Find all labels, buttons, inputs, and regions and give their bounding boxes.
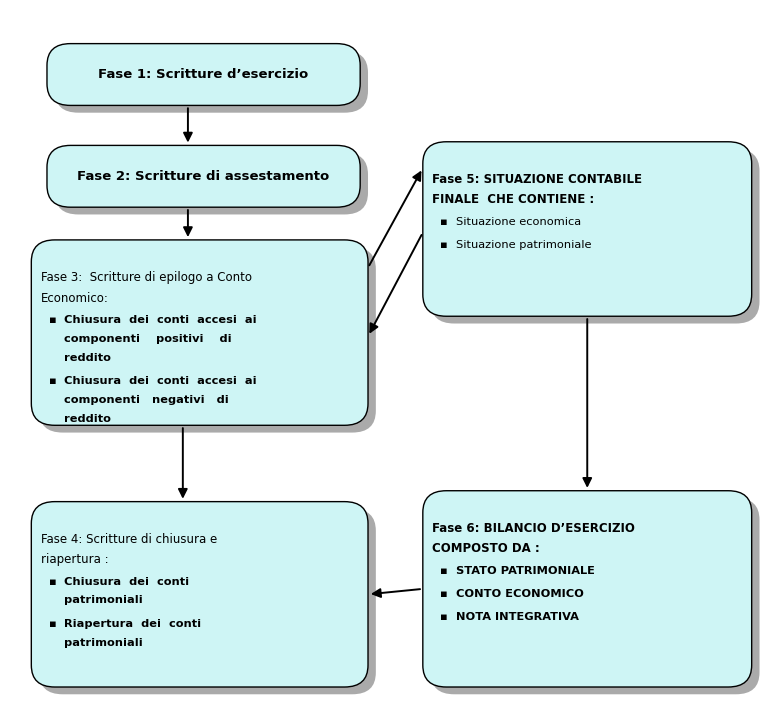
FancyBboxPatch shape [423,142,752,316]
Text: patrimoniali: patrimoniali [64,595,143,606]
Text: COMPOSTO DA :: COMPOSTO DA : [432,542,540,555]
FancyBboxPatch shape [55,153,368,214]
Text: patrimoniali: patrimoniali [64,638,143,648]
Text: FINALE  CHE CONTIENE :: FINALE CHE CONTIENE : [432,193,594,206]
Text: ▪: ▪ [440,240,448,250]
Text: Chiusura  dei  conti: Chiusura dei conti [64,577,189,587]
FancyBboxPatch shape [55,51,368,113]
FancyBboxPatch shape [431,149,760,324]
Text: Economico:: Economico: [41,292,109,305]
Text: NOTA INTEGRATIVA: NOTA INTEGRATIVA [456,612,579,622]
Text: Fase 5: SITUAZIONE CONTABILE: Fase 5: SITUAZIONE CONTABILE [432,173,642,186]
Text: Fase 4: Scritture di chiusura e: Fase 4: Scritture di chiusura e [41,533,217,546]
FancyBboxPatch shape [31,240,368,425]
Text: Fase 3:  Scritture di epilogo a Conto: Fase 3: Scritture di epilogo a Conto [41,271,251,284]
Text: Riapertura  dei  conti: Riapertura dei conti [64,619,201,629]
FancyBboxPatch shape [39,247,376,433]
Text: Chiusura  dei  conti  accesi  ai: Chiusura dei conti accesi ai [64,315,257,325]
Text: Fase 1: Scritture d’esercizio: Fase 1: Scritture d’esercizio [99,68,309,81]
Text: ▪: ▪ [440,589,448,599]
Text: ▪: ▪ [49,376,56,386]
FancyBboxPatch shape [31,502,368,687]
FancyBboxPatch shape [47,145,360,207]
FancyBboxPatch shape [39,509,376,694]
FancyBboxPatch shape [431,498,760,694]
Text: Fase 6: BILANCIO D’ESERCIZIO: Fase 6: BILANCIO D’ESERCIZIO [432,522,635,535]
Text: riapertura :: riapertura : [41,553,108,566]
Text: componenti   negativi   di: componenti negativi di [64,395,229,405]
Text: ▪: ▪ [49,315,56,325]
Text: ▪: ▪ [440,566,448,576]
Text: CONTO ECONOMICO: CONTO ECONOMICO [456,589,583,599]
Text: Situazione patrimoniale: Situazione patrimoniale [456,240,591,250]
Text: Situazione economica: Situazione economica [456,217,581,227]
FancyBboxPatch shape [47,44,360,105]
Text: componenti    positivi    di: componenti positivi di [64,334,232,344]
Text: ▪: ▪ [440,217,448,227]
Text: Chiusura  dei  conti  accesi  ai: Chiusura dei conti accesi ai [64,376,257,386]
Text: STATO PATRIMONIALE: STATO PATRIMONIALE [456,566,594,576]
Text: reddito: reddito [64,353,111,363]
Text: ▪: ▪ [440,612,448,622]
Text: ▪: ▪ [49,619,56,629]
Text: ▪: ▪ [49,577,56,587]
Text: Fase 2: Scritture di assestamento: Fase 2: Scritture di assestamento [78,170,330,182]
Text: reddito: reddito [64,414,111,424]
FancyBboxPatch shape [423,491,752,687]
